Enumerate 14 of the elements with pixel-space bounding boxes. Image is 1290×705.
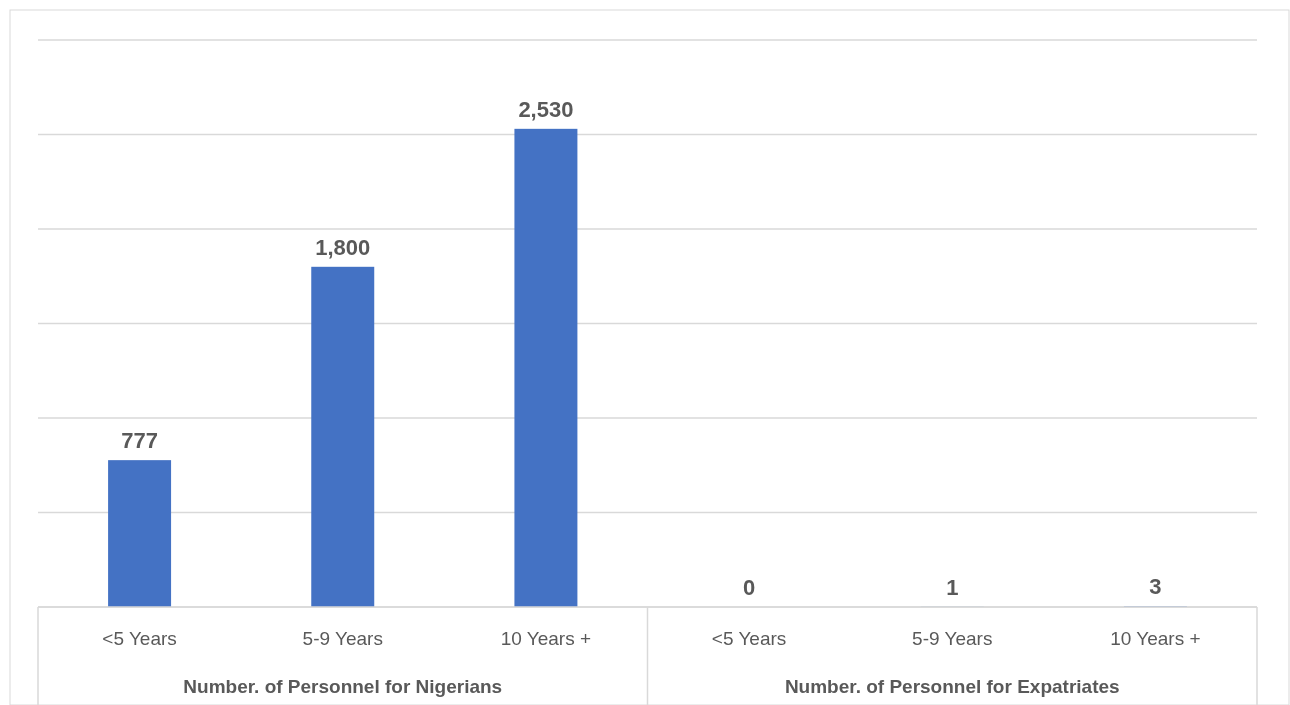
x-tick-label: 10 Years + — [1110, 628, 1201, 649]
x-tick-label: <5 Years — [711, 628, 787, 649]
data-label: 0 — [742, 575, 756, 600]
x-tick-label: 10 Years + — [500, 628, 592, 649]
text: Number. of Personnel for Expatriates — [784, 676, 1120, 697]
data-label: 1 — [946, 574, 959, 600]
x-tick-label: 5-9 Years — [302, 628, 383, 649]
data-label: 777 — [121, 428, 158, 454]
x-tick-label: 5-9 Years — [912, 628, 993, 649]
text: Number. of Personnel for Nigerians — [183, 676, 503, 697]
x-tick-label: <5 Years — [102, 628, 177, 649]
data-label: 1,800 — [315, 234, 371, 260]
data-label: 3 — [1149, 574, 1162, 600]
data-label: 2,530 — [518, 96, 574, 122]
